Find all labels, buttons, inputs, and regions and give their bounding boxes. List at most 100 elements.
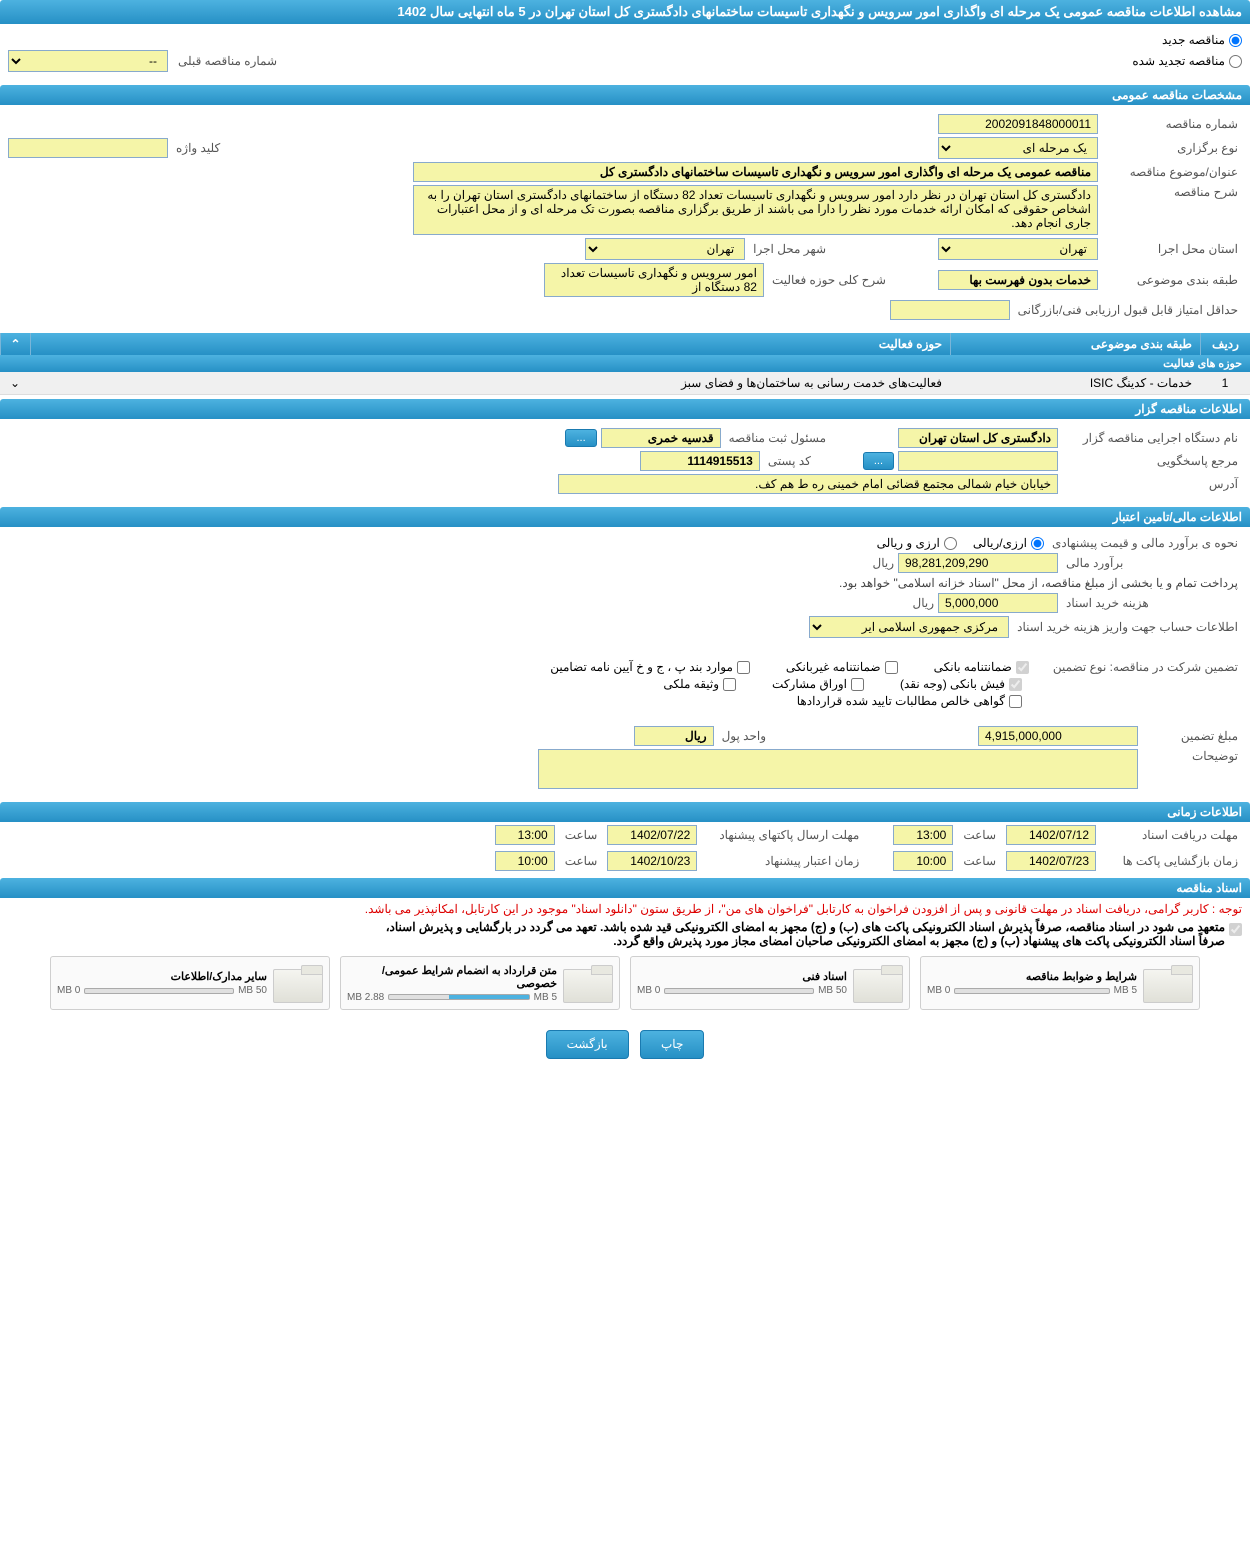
time-label-1: ساعت — [959, 828, 1000, 842]
activity-summary-label: شرح کلی حوزه فعالیت — [768, 273, 890, 287]
folder-icon — [275, 963, 323, 1003]
col-activity: حوزه فعالیت — [30, 333, 950, 355]
validity-label: زمان اعتبار پیشنهاد — [703, 854, 863, 868]
prev-number-select[interactable]: -- — [8, 50, 168, 72]
responder-lookup-button[interactable]: ... — [863, 452, 894, 470]
estimate-unit: ریال — [872, 556, 894, 570]
file-grid: شرایط و ضوابط مناقصه 5 MB 0 MB اسناد فنی 50 … — [0, 948, 1250, 1018]
activity-summary-value: امور سرویس و نگهداری تاسیسات تعداد 82 دس… — [544, 263, 764, 297]
row-toggle-icon[interactable]: ⌄ — [0, 372, 30, 394]
postal-label: کد پستی — [764, 454, 815, 468]
keyword-value — [8, 138, 168, 158]
cb-items-guarantee[interactable]: موارد بند پ ، ج و خ آیین نامه تضامین — [550, 660, 750, 674]
section-documents: اسناد مناقصه — [0, 878, 1250, 898]
min-score-label: حداقل امتیاز قابل قبول ارزیابی فنی/بازرگ… — [1014, 303, 1242, 317]
folder-icon — [565, 963, 613, 1003]
file-title: اسناد فنی — [637, 970, 847, 983]
folder-icon — [855, 963, 903, 1003]
estimate-value: 98,281,209,290 — [898, 553, 1058, 573]
radio-renewed-tender[interactable]: مناقصه تجدید شده — [1132, 54, 1242, 68]
cb-nonbank-guarantee[interactable]: ضمانتنامه غیربانکی — [786, 660, 898, 674]
tender-desc-value: دادگستری کل استان تهران در نظر دارد امور… — [413, 185, 1098, 235]
back-button[interactable]: بازگشت — [546, 1030, 629, 1059]
table-row: 1 خدمات - کدینگ ISIC فعالیت‌های خدمت رسا… — [0, 372, 1250, 395]
notice-bold-2: صرفاً اسناد الکترونیکی پاکت های پیشنهاد … — [386, 934, 1225, 948]
file-used: 0 MB — [637, 985, 660, 996]
address-value: خیابان خیام شمالی مجتمع قضائی امام خمینی… — [558, 474, 1058, 494]
province-label: استان محل اجرا — [1102, 242, 1242, 256]
validity-time: 10:00 — [495, 851, 555, 871]
cb-bonds[interactable]: اوراق مشارکت — [772, 677, 864, 691]
tender-type-label: نوع برگزاری — [1102, 141, 1242, 155]
file-card[interactable]: سایر مدارک/اطلاعات50 MB0 MB — [50, 956, 330, 1010]
tender-type-select[interactable]: یک مرحله ای — [938, 137, 1098, 159]
exec-value: دادگستری کل استان تهران — [898, 428, 1058, 448]
account-select[interactable]: مرکزی جمهوری اسلامی ایر — [809, 616, 1009, 638]
file-progress-bar — [664, 988, 814, 994]
cb-bank-receipt[interactable]: فیش بانکی (وجه نقد) — [900, 677, 1022, 691]
radio-new-input[interactable] — [1229, 34, 1242, 47]
radio-both[interactable]: ارزی و ریالی — [877, 536, 957, 550]
province-select[interactable]: تهران — [938, 238, 1098, 260]
section-organizer: اطلاعات مناقصه گزار — [0, 399, 1250, 419]
postal-value: 1114915513 — [640, 451, 760, 471]
radio-new-tender[interactable]: مناقصه جدید — [1162, 33, 1242, 47]
city-label: شهر محل اجرا — [749, 242, 830, 256]
activity-subheader: حوزه های فعالیت — [0, 355, 1250, 372]
doc-fee-label: هزینه خرید اسناد — [1062, 596, 1242, 610]
file-title: متن قرارداد به انضمام شرایط عمومی/خصوصی — [347, 964, 557, 990]
currency-unit-value: ریال — [634, 726, 714, 746]
file-used: 2.88 MB — [347, 992, 384, 1003]
tender-title-value: مناقصه عمومی یک مرحله ای واگذاری امور سر… — [413, 162, 1098, 182]
cb-confirmed-claims[interactable]: گواهی خالص مطالبات تایید شده قراردادها — [797, 694, 1022, 708]
doc-fee-value: 5,000,000 — [938, 593, 1058, 613]
row-activity: فعالیت‌های خدمت رسانی به ساختمان‌ها و فض… — [30, 372, 950, 394]
account-label: اطلاعات حساب جهت واریز هزینه خرید اسناد — [1013, 620, 1242, 634]
guarantee-amount-label: مبلغ تضمین — [1142, 729, 1242, 743]
category-value: خدمات بدون فهرست بها — [938, 270, 1098, 290]
address-label: آدرس — [1062, 477, 1242, 491]
exec-label: نام دستگاه اجرایی مناقصه گزار — [1062, 431, 1242, 445]
packet-deadline-label: مهلت ارسال پاکتهای پیشنهاد — [703, 828, 863, 842]
guarantee-amount-value: 4,915,000,000 — [978, 726, 1138, 746]
file-card[interactable]: شرایط و ضوابط مناقصه 5 MB 0 MB — [920, 956, 1200, 1010]
file-max: 5 MB — [1114, 985, 1137, 996]
city-select[interactable]: تهران — [585, 238, 745, 260]
prev-number-label: شماره مناقصه قبلی — [174, 54, 281, 68]
radio-rial[interactable]: ارزی/ریالی — [973, 536, 1044, 550]
file-card[interactable]: اسناد فنی 50 MB 0 MB — [630, 956, 910, 1010]
registrar-label: مسئول ثبت مناقصه — [725, 431, 830, 445]
radio-renewed-label: مناقصه تجدید شده — [1132, 54, 1225, 68]
file-card[interactable]: متن قرارداد به انضمام شرایط عمومی/خصوصی5… — [340, 956, 620, 1010]
file-title: شرایط و ضوابط مناقصه — [927, 970, 1137, 983]
time-label-4: ساعت — [561, 854, 602, 868]
packet-deadline-time: 13:00 — [495, 825, 555, 845]
file-max: 50 MB — [818, 985, 847, 996]
section-financial: اطلاعات مالی/تامین اعتبار — [0, 507, 1250, 527]
currency-unit-label: واحد پول — [718, 729, 770, 743]
tender-number-value: 2002091848000011 — [938, 114, 1098, 134]
collapse-icon[interactable]: ⌃ — [0, 333, 30, 355]
page-title: مشاهده اطلاعات مناقصه عمومی یک مرحله ای … — [0, 0, 1250, 24]
col-category: طبقه بندی موضوعی — [950, 333, 1200, 355]
doc-deadline-label: مهلت دریافت اسناد — [1102, 828, 1242, 842]
row-idx: 1 — [1200, 372, 1250, 394]
file-used: 0 MB — [927, 985, 950, 996]
guarantee-type-label: تضمین شرکت در مناقصه: نوع تضمین — [1049, 660, 1242, 674]
opening-date: 1402/07/23 — [1006, 851, 1096, 871]
col-idx: ردیف — [1200, 333, 1250, 355]
activity-table: ردیف طبقه بندی موضوعی حوزه فعالیت ⌃ حوزه… — [0, 333, 1250, 395]
cb-property[interactable]: وثیقه ملکی — [663, 677, 736, 691]
print-button[interactable]: چاپ — [640, 1030, 704, 1059]
tender-title-label: عنوان/موضوع مناقصه — [1102, 165, 1242, 179]
tender-desc-label: شرح مناقصه — [1102, 185, 1242, 199]
registrar-lookup-button[interactable]: ... — [565, 429, 596, 447]
row-category: خدمات - کدینگ ISIC — [950, 372, 1200, 394]
notes-value — [538, 749, 1138, 789]
cb-bank-guarantee[interactable]: ضمانتنامه بانکی — [934, 660, 1029, 674]
payment-note: پرداخت تمام و یا بخشی از مبلغ مناقصه، از… — [835, 576, 1242, 590]
radio-renewed-input[interactable] — [1229, 55, 1242, 68]
validity-date: 1402/10/23 — [607, 851, 697, 871]
file-progress-bar — [388, 994, 529, 1000]
keyword-label: کلید واژه — [172, 141, 224, 155]
